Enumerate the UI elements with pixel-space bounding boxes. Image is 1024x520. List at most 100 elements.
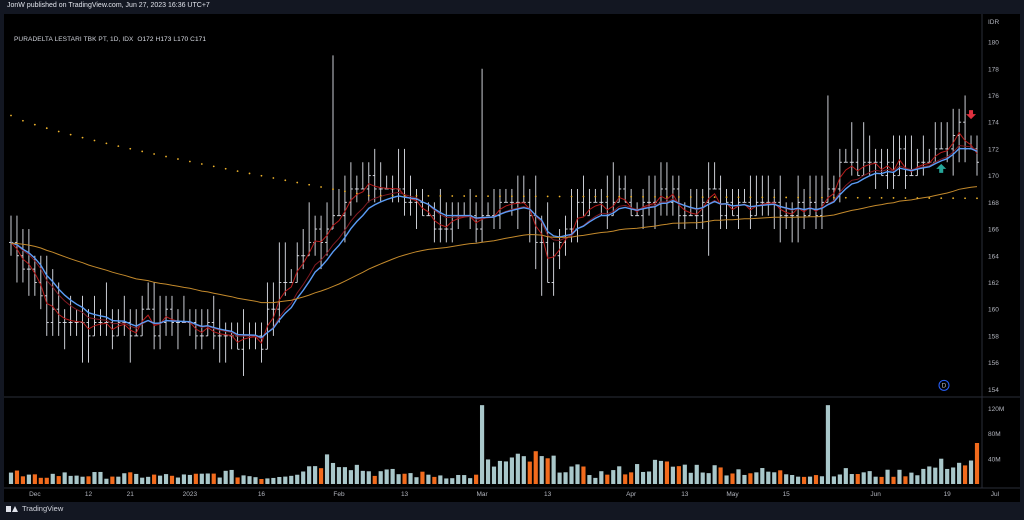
dotted-line-point <box>749 196 752 199</box>
volume-bar <box>318 468 324 484</box>
dotted-line-point <box>630 195 633 198</box>
volume-bar <box>152 474 157 484</box>
dotted-line-point <box>821 196 823 199</box>
volume-bar <box>819 476 825 484</box>
volume-tick-label: 80M <box>988 431 1001 438</box>
volume-bar <box>635 464 640 484</box>
dotted-line-point <box>451 195 454 197</box>
time-tick-label: Apr <box>626 491 637 498</box>
volume-bar <box>491 466 497 484</box>
dotted-line-point <box>344 190 346 193</box>
volume-bar <box>372 475 377 484</box>
dotted-line-point <box>367 194 370 197</box>
volume-bar <box>909 472 914 484</box>
volume-bar <box>497 460 503 484</box>
dotted-line-point <box>10 114 12 117</box>
price-tick-label: 164 <box>988 253 999 260</box>
dotted-line-point <box>666 196 668 198</box>
volume-bar <box>390 468 395 484</box>
volume-bar <box>652 459 658 484</box>
dotted-line-point <box>463 195 466 197</box>
volume-bar <box>408 473 413 484</box>
time-tick-label: May <box>726 491 739 498</box>
volume-bar <box>426 474 431 484</box>
dotted-line-point <box>177 158 179 160</box>
dotted-line-point <box>439 195 442 197</box>
volume-bar <box>545 458 550 484</box>
volume-bar <box>837 474 842 484</box>
volume-bar <box>551 455 556 484</box>
volume-bar <box>796 476 801 484</box>
volume-bar <box>736 469 741 484</box>
volume-bar <box>897 469 902 484</box>
dotted-line-point <box>510 195 513 198</box>
volume-bar <box>831 476 836 484</box>
ma-line-ma_orange <box>10 186 978 304</box>
publisher-credit: JonW published on TradingView.com, Jun 2… <box>7 2 210 9</box>
price-tick-label: 174 <box>988 120 999 127</box>
volume-bar <box>706 473 711 484</box>
volume-bar <box>962 465 968 484</box>
dotted-line-point <box>141 150 144 153</box>
volume-bar <box>503 461 509 484</box>
dotted-line-point <box>379 194 382 197</box>
dotted-line-point <box>224 167 227 170</box>
dotted-line-point <box>165 155 167 158</box>
dotted-line-point <box>737 196 740 199</box>
dotted-line-point <box>320 186 322 188</box>
dotted-line-point <box>892 197 895 199</box>
volume-bar <box>187 474 192 484</box>
volume-bar <box>801 476 807 484</box>
dotted-line-point <box>248 172 251 175</box>
volume-bar <box>575 464 580 484</box>
volume-bar <box>146 476 151 484</box>
dotted-line-point <box>308 183 311 186</box>
volume-bar <box>14 470 20 484</box>
dotted-line-point <box>606 195 609 198</box>
volume-bar <box>676 466 681 484</box>
dotted-line-point <box>391 194 394 197</box>
dotted-line-point <box>916 197 919 199</box>
volume-bar <box>861 472 866 484</box>
dividend-marker-icon[interactable] <box>938 379 950 391</box>
volume-bar <box>360 470 365 484</box>
volume-bar <box>748 473 753 484</box>
volume-bar <box>140 477 145 484</box>
volume-bar <box>569 466 574 484</box>
dotted-line-point <box>296 181 299 184</box>
volume-bar <box>593 477 598 484</box>
volume-bar <box>533 451 538 484</box>
volume-bar <box>253 477 258 484</box>
dotted-line-point <box>188 160 191 163</box>
volume-bar <box>205 473 210 484</box>
dotted-line-point <box>129 147 132 150</box>
volume-bar <box>867 471 872 484</box>
volume-bar <box>688 472 693 484</box>
volume-bar <box>682 464 687 484</box>
volume-bar <box>378 471 383 484</box>
volume-bar <box>557 472 562 484</box>
volume-bar <box>527 461 532 484</box>
dotted-line-point <box>69 133 72 136</box>
dotted-line-point <box>689 196 692 198</box>
tradingview-logo-icon <box>6 505 18 513</box>
volume-bar <box>38 477 43 484</box>
volume-bar <box>479 405 485 484</box>
dotted-line-point <box>856 196 859 199</box>
dotted-line-point <box>725 196 728 199</box>
price-volume-chart[interactable]: 154 156 158 160 162 164 166 168 170 172 174 176 178 1… <box>4 14 1020 502</box>
time-tick-label: 2023 <box>183 491 198 498</box>
volume-bar <box>20 476 26 484</box>
footer-brand[interactable]: TradingView <box>6 504 63 513</box>
dotted-line-point <box>212 165 215 168</box>
dotted-line-point <box>880 196 883 199</box>
volume-tick-label: 120M <box>988 406 1004 413</box>
price-tick-label: 156 <box>988 360 999 367</box>
volume-bar <box>933 467 938 484</box>
volume-bar <box>968 460 974 484</box>
volume-bar <box>957 462 962 484</box>
volume-bar <box>110 476 115 484</box>
dotted-line-point <box>654 195 656 198</box>
dotted-line-point <box>952 197 955 200</box>
volume-bar <box>509 457 514 484</box>
